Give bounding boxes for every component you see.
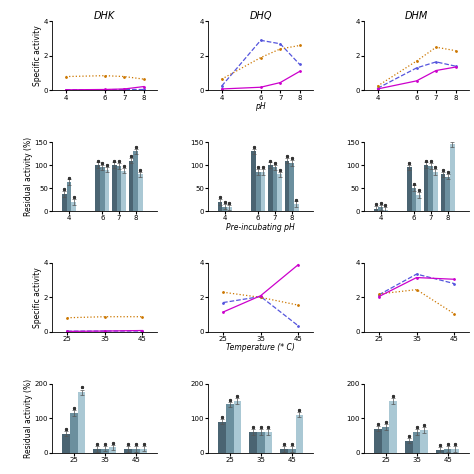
Bar <box>93 449 101 453</box>
Bar <box>264 432 273 453</box>
Bar <box>407 167 412 211</box>
Bar <box>390 401 397 453</box>
Bar <box>121 171 126 211</box>
Bar <box>222 207 227 211</box>
Bar <box>273 167 277 211</box>
X-axis label: pH: pH <box>255 102 266 111</box>
Bar <box>436 450 444 453</box>
Bar <box>412 188 417 211</box>
Bar <box>95 165 100 211</box>
Bar <box>251 151 256 211</box>
Bar <box>268 165 273 211</box>
Bar <box>109 447 117 453</box>
Bar <box>405 441 413 453</box>
Bar <box>444 449 451 453</box>
Bar <box>382 427 390 453</box>
Bar <box>66 182 71 211</box>
Bar <box>428 166 433 211</box>
Bar <box>261 172 265 211</box>
Bar <box>296 415 303 453</box>
Bar <box>101 448 109 453</box>
Title: DHQ: DHQ <box>249 10 272 20</box>
Bar <box>374 209 378 211</box>
Bar <box>451 449 459 453</box>
Bar <box>433 172 438 211</box>
Bar <box>78 392 85 453</box>
Bar <box>132 449 140 453</box>
Bar <box>256 172 261 211</box>
Bar <box>133 151 138 211</box>
Bar <box>140 448 147 453</box>
Bar <box>378 208 383 211</box>
Bar <box>249 432 257 453</box>
Bar <box>138 174 143 211</box>
Bar <box>71 202 76 211</box>
Bar <box>218 202 222 211</box>
X-axis label: Temperature (* C): Temperature (* C) <box>226 344 295 353</box>
Bar <box>124 449 132 453</box>
Bar <box>289 163 294 211</box>
Bar <box>112 165 117 211</box>
Bar <box>383 210 388 211</box>
X-axis label: Pre-incubating pH: Pre-incubating pH <box>226 223 295 232</box>
Bar <box>257 432 264 453</box>
Bar <box>234 401 241 453</box>
Bar <box>62 434 70 453</box>
Bar <box>129 161 133 211</box>
Y-axis label: Residual activity (%): Residual activity (%) <box>24 379 33 458</box>
Bar <box>100 167 105 211</box>
Bar <box>424 165 428 211</box>
Title: DHK: DHK <box>94 10 116 20</box>
Title: DHM: DHM <box>405 10 428 20</box>
Bar <box>417 195 421 211</box>
Bar <box>450 145 455 211</box>
Bar <box>117 166 121 211</box>
Y-axis label: Specific activity: Specific activity <box>33 267 42 328</box>
Bar <box>226 404 234 453</box>
Bar <box>280 449 288 453</box>
Bar <box>420 430 428 453</box>
Bar <box>445 177 450 211</box>
Bar <box>288 449 296 453</box>
Bar <box>440 174 445 211</box>
Bar <box>413 432 420 453</box>
Bar <box>294 204 299 211</box>
Bar <box>227 208 232 211</box>
Bar <box>218 421 226 453</box>
Bar <box>70 413 78 453</box>
Bar <box>105 170 109 211</box>
Bar <box>62 194 66 211</box>
Y-axis label: Residual activity (%): Residual activity (%) <box>24 137 33 216</box>
Bar <box>277 174 282 211</box>
Y-axis label: Specific activity: Specific activity <box>33 26 42 86</box>
Bar <box>374 428 382 453</box>
Bar <box>284 161 289 211</box>
